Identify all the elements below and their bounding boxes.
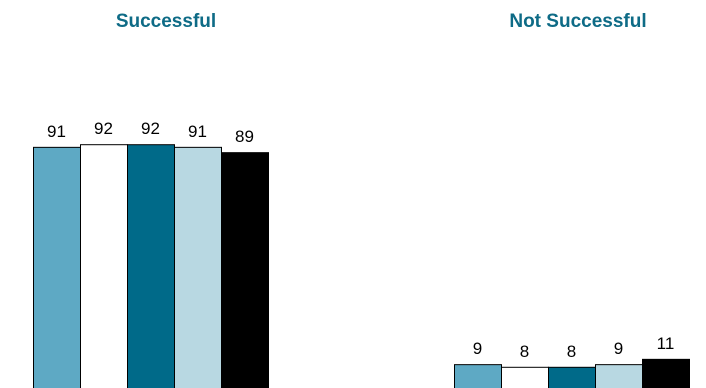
group-titles: Successful Not Successful	[116, 11, 647, 32]
bar-successful-4	[174, 146, 222, 388]
data-label-successful-2: 92	[94, 119, 113, 138]
data-label-not-successful-3: 8	[567, 342, 576, 361]
data-label-successful-3: 92	[141, 119, 160, 138]
data-label-successful-1: 91	[47, 122, 66, 141]
group-title-successful: Successful	[116, 11, 216, 32]
bar-not-successful-2	[501, 366, 549, 388]
data-label-successful-5: 89	[235, 127, 254, 146]
bar-successful-1	[33, 146, 81, 388]
data-label-successful-4: 91	[188, 122, 207, 141]
bar-successful-5	[221, 152, 269, 388]
data-label-not-successful-5: 11	[657, 334, 675, 353]
bar-not-successful-4	[595, 364, 643, 388]
data-label-not-successful-2: 8	[520, 342, 529, 361]
bar-not-successful-5	[642, 358, 690, 388]
data-labels: 91 92 92 91 899 8 8 9 11	[47, 119, 674, 361]
data-label-not-successful-1: 9	[473, 339, 482, 358]
group-title-not-successful: Not Successful	[509, 11, 646, 32]
bar-successful-2	[80, 144, 128, 388]
data-label-not-successful-4: 9	[614, 339, 623, 358]
bar-not-successful-1	[454, 364, 502, 388]
bars	[33, 144, 690, 388]
bar-successful-3	[127, 144, 175, 388]
bar-not-successful-3	[548, 366, 596, 388]
